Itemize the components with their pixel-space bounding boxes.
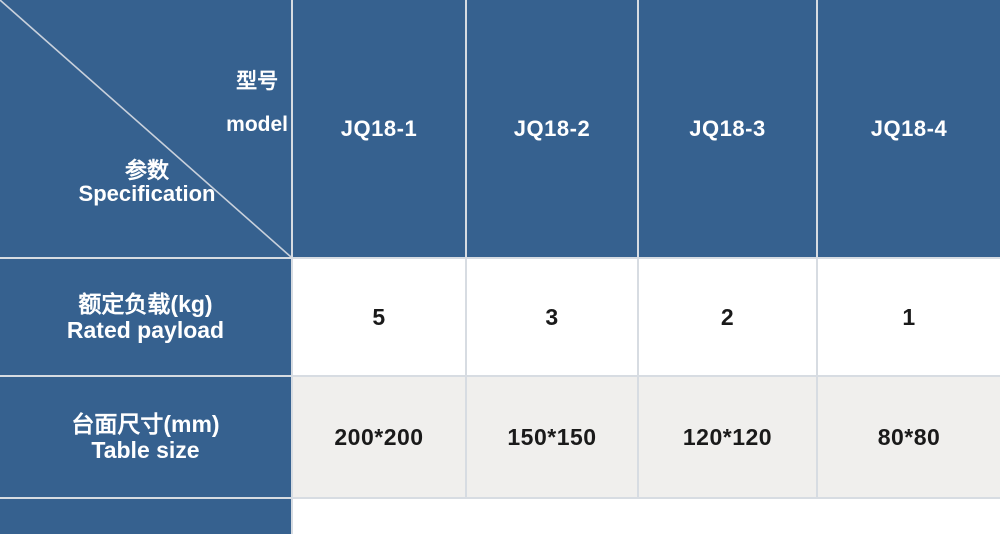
column-header-jq18-2: JQ18-2 [467,0,637,257]
row-label-zh: 额定负载(kg) [78,290,213,317]
value-rated-payload-jq18-3: 2 [639,259,816,375]
model-label-en: model [226,113,288,137]
spec-label-zh: 参数 [124,158,169,183]
column-header-jq18-1: JQ18-1 [293,0,465,257]
row-label-table-size: 台面尺寸(mm) Table size [0,377,291,497]
row-label-rated-payload: 额定负载(kg) Rated payload [0,259,291,375]
column-header-jq18-3: JQ18-3 [639,0,816,257]
value-table-size-jq18-1: 200*200 [293,377,465,497]
model-label-zh: 型号 [236,70,279,93]
row-label-en: Table size [91,437,200,463]
corner-spec-label: 参数 Specification [62,159,232,205]
partial-row-label-cell [0,499,291,534]
value-table-size-jq18-2: 150*150 [467,377,637,497]
value-rated-payload-jq18-4: 1 [818,259,1000,375]
corner-header-cell: 型号 model 参数 Specification [0,0,291,257]
partial-row-values-cell [293,499,1000,534]
value-table-size-jq18-4: 80*80 [818,377,1000,497]
value-rated-payload-jq18-2: 3 [467,259,637,375]
spec-label-en: Specification [78,181,216,207]
diagonal-divider-line [0,0,291,257]
column-header-jq18-4: JQ18-4 [818,0,1000,257]
value-rated-payload-jq18-1: 5 [293,259,465,375]
corner-model-label: 型号 model [226,70,288,136]
value-table-size-jq18-3: 120*120 [639,377,816,497]
row-label-zh: 台面尺寸(mm) [71,410,220,437]
row-label-en: Rated payload [66,317,225,343]
